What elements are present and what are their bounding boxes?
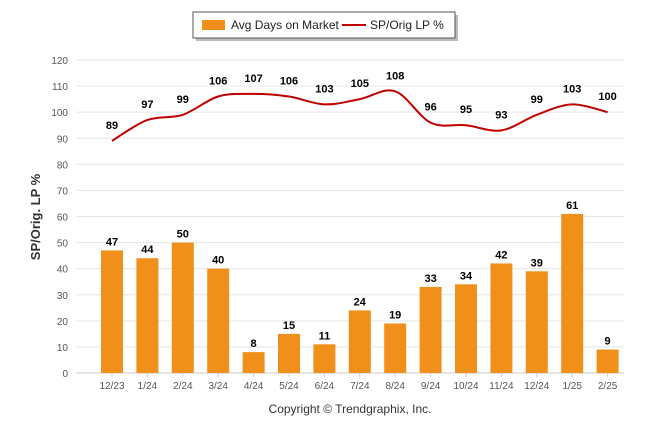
bar-data-label: 11	[319, 330, 331, 342]
bar	[242, 352, 265, 373]
bar	[136, 258, 159, 373]
x-tick-label: 9/24	[421, 381, 441, 392]
y-tick-label: 20	[57, 317, 69, 328]
y-tick-label: 0	[62, 369, 68, 380]
legend-swatch-bar	[202, 20, 225, 30]
y-axis-title: SP/Orig. LP %	[28, 173, 43, 260]
y-tick-label: 120	[51, 56, 68, 67]
line-data-label: 106	[209, 76, 227, 88]
line-series: 89 97 99 106 107 106 103 105 108 96 95 93 99 103 100	[106, 70, 617, 142]
bar-data-label: 34	[460, 270, 473, 282]
line-data-label: 106	[280, 76, 298, 88]
line-data-label: 99	[177, 94, 189, 106]
bar-data-label: 8	[251, 338, 257, 350]
bar	[525, 271, 548, 373]
bar	[171, 242, 194, 373]
bar-data-label: 40	[212, 255, 224, 267]
bar-data-label: 33	[424, 273, 436, 285]
y-axis-ticks: 0 10 20 30 40 50 60 70 80 90 100 110 120	[51, 56, 68, 380]
x-tick-label: 1/24	[138, 381, 158, 392]
line-data-label: 93	[495, 109, 507, 121]
line-path	[111, 89, 608, 142]
line-data-label: 103	[563, 83, 581, 95]
bar	[419, 286, 442, 373]
x-tick-label: 2/24	[173, 381, 193, 392]
line-data-label: 108	[386, 70, 404, 82]
y-tick-label: 70	[57, 186, 69, 197]
x-tick-label: 7/24	[350, 381, 370, 392]
bar-data-label: 24	[354, 296, 367, 308]
legend: Avg Days on Market SP/Orig LP %	[192, 11, 458, 41]
bar-data-label: 39	[531, 257, 543, 269]
x-tick-label: 8/24	[385, 381, 405, 392]
y-tick-label: 110	[52, 82, 68, 93]
y-tick-label: 100	[51, 108, 68, 119]
x-tick-label: 4/24	[244, 381, 264, 392]
bar	[596, 349, 619, 373]
bar-data-label: 61	[566, 200, 578, 212]
y-tick-label: 30	[57, 291, 69, 302]
bar	[384, 323, 407, 373]
bar-series: 47 44 50 40 8 15 11 24 19 33 34 42 39 61 9	[101, 200, 619, 373]
bar	[278, 333, 300, 373]
bar	[207, 268, 230, 373]
y-tick-label: 60	[57, 213, 69, 224]
x-tick-label: 11/24	[489, 381, 514, 392]
line-data-label: 105	[351, 78, 369, 90]
x-axis-ticks: 12/23 1/24 2/24 3/24 4/24 5/24 6/24 7/24 8/24 9/2…	[99, 373, 618, 392]
y-tick-label: 80	[57, 160, 69, 171]
bar-data-label: 19	[389, 309, 401, 321]
x-tick-label: 12/23	[99, 381, 124, 392]
x-tick-label: 6/24	[315, 381, 335, 392]
x-tick-label: 2/25	[598, 381, 618, 392]
legend-box	[192, 11, 456, 39]
y-tick-label: 90	[57, 134, 69, 145]
line-data-label: 96	[424, 102, 436, 114]
bar-data-label: 15	[283, 320, 295, 332]
y-tick-label: 50	[57, 239, 69, 250]
x-tick-label: 12/24	[524, 381, 549, 392]
line-data-label: 107	[244, 73, 262, 85]
bar	[313, 344, 336, 373]
line-data-label: 99	[531, 94, 543, 106]
bar	[490, 263, 513, 373]
x-tick-label: 10/24	[453, 381, 478, 392]
bar-data-label: 44	[141, 244, 154, 256]
y-tick-label: 10	[57, 343, 69, 354]
copyright-text: Copyright © Trendgraphix, Inc.	[269, 402, 432, 416]
line-data-label: 100	[598, 91, 616, 103]
bar-data-label: 9	[605, 336, 611, 348]
line-data-label: 95	[460, 104, 472, 116]
legend-label-bar: Avg Days on Market	[231, 18, 339, 32]
bar	[561, 213, 584, 373]
line-data-label: 89	[106, 120, 118, 132]
x-tick-label: 3/24	[208, 381, 228, 392]
bar	[101, 250, 123, 373]
bar-data-label: 42	[495, 249, 507, 261]
bar-data-label: 50	[177, 229, 189, 241]
line-data-label: 97	[141, 99, 153, 111]
x-tick-label: 1/25	[562, 381, 582, 392]
bar	[348, 310, 371, 373]
bar	[455, 284, 477, 373]
bar-data-label: 47	[106, 236, 118, 248]
line-data-label: 103	[315, 83, 333, 95]
legend-label-line: SP/Orig LP %	[370, 18, 444, 32]
x-tick-label: 5/24	[279, 381, 299, 392]
y-tick-label: 40	[57, 265, 69, 276]
